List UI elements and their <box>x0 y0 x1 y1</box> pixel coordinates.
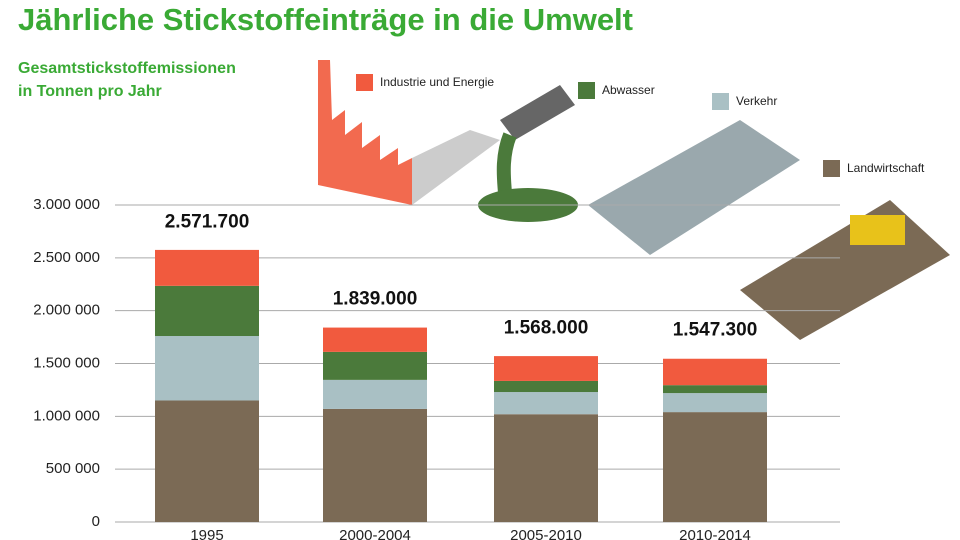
bar-segment <box>155 400 259 522</box>
total-label: 1.839.000 <box>333 289 418 310</box>
bar-segment <box>155 285 259 337</box>
y-tick-label: 2.500 000 <box>33 249 100 266</box>
y-tick-label: 0 <box>92 513 100 530</box>
bar-segment <box>494 392 598 415</box>
chart-title: Jährliche Stickstoffeinträge in die Umwe… <box>18 2 633 37</box>
y-tick-label: 2.000 000 <box>33 302 100 319</box>
total-label: 1.568.000 <box>504 317 589 338</box>
legend-label: Abwasser <box>602 83 655 97</box>
bar-segment <box>663 412 767 522</box>
legend-label: Landwirtschaft <box>847 161 925 175</box>
bar-segment <box>494 380 598 393</box>
subtitle: in Tonnen pro Jahr <box>18 83 162 100</box>
y-tick-label: 1.500 000 <box>33 354 100 371</box>
bar-segment <box>155 249 259 286</box>
total-label: 2.571.700 <box>165 211 250 232</box>
illustration <box>318 60 950 340</box>
legend-swatch <box>823 160 840 177</box>
bar-segment <box>323 379 427 409</box>
x-tick-label: 2010-2014 <box>679 527 751 540</box>
bar-segment <box>323 408 427 522</box>
legend-swatch <box>356 74 373 91</box>
y-tick-label: 500 000 <box>46 460 100 477</box>
bar-segment <box>155 336 259 401</box>
bar-segment <box>323 351 427 380</box>
subtitle: Gesamtstickstoffemissionen <box>18 60 236 77</box>
legend-label: Industrie und Energie <box>380 75 494 89</box>
x-tick-label: 2005-2010 <box>510 527 582 540</box>
total-label: 1.547.300 <box>673 320 758 341</box>
x-tick-label: 1995 <box>190 527 223 540</box>
y-tick-label: 3.000 000 <box>33 196 100 213</box>
legend-swatch <box>578 82 595 99</box>
y-tick-label: 1.000 000 <box>33 407 100 424</box>
legend-swatch <box>712 93 729 110</box>
legend-label: Verkehr <box>736 94 777 108</box>
bar-segment <box>663 393 767 413</box>
bar-segment <box>494 356 598 381</box>
bar-segment <box>494 414 598 522</box>
bar-segment <box>663 358 767 386</box>
bar-segment <box>323 327 427 352</box>
bar-segment <box>663 385 767 394</box>
x-tick-label: 2000-2004 <box>339 527 411 540</box>
